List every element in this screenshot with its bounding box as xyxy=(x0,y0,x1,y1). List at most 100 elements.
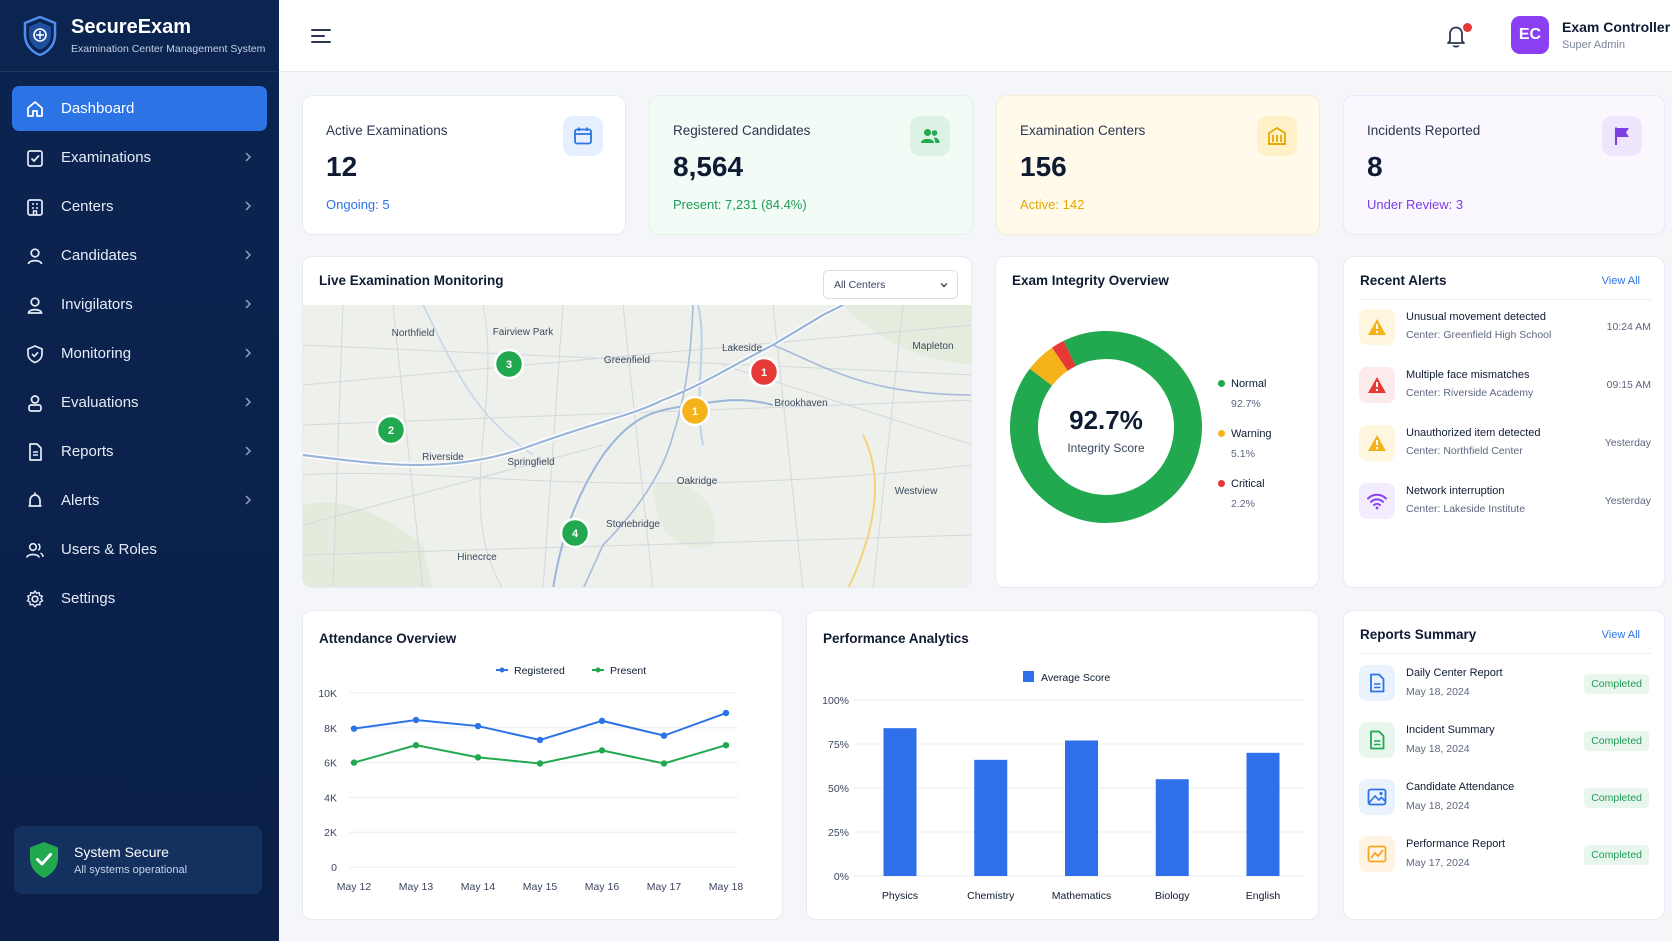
document-icon xyxy=(1359,665,1395,701)
sidebar-item-label: Settings xyxy=(61,590,116,607)
sidebar-item-alerts[interactable]: Alerts xyxy=(12,478,267,523)
map-label-stonebridge: Stonebridge xyxy=(606,519,660,530)
stat-sub: Present: 7,231 (84.4%) xyxy=(673,197,807,212)
sidebar-item-monitoring[interactable]: Monitoring xyxy=(12,331,267,376)
reports-view-all-link[interactable]: View All xyxy=(1601,629,1640,641)
card-title: Attendance Overview xyxy=(319,631,457,646)
chevron-right-icon xyxy=(245,348,252,358)
map-marker-2[interactable]: 2 xyxy=(375,414,407,446)
card-title: Recent Alerts xyxy=(1360,273,1447,288)
donut-segment-critical xyxy=(1052,340,1077,371)
y-tick-label: 0 xyxy=(331,862,337,874)
sidebar-item-examinations[interactable]: Examinations xyxy=(12,135,267,180)
sidebar-item-users-roles[interactable]: Users & Roles xyxy=(12,527,267,572)
alert-title: Multiple face mismatches xyxy=(1406,369,1530,381)
alert-item[interactable]: Unauthorized item detected Center: North… xyxy=(1359,421,1651,471)
image-icon xyxy=(1359,779,1395,815)
chevron-right-icon xyxy=(245,446,252,456)
alerts-view-all-link[interactable]: View All xyxy=(1601,275,1640,287)
brand[interactable]: SecureExam Examination Center Management… xyxy=(0,0,279,72)
shield-icon xyxy=(24,343,46,365)
data-point xyxy=(412,716,420,724)
sidebar-item-evaluations[interactable]: Evaluations xyxy=(12,380,267,425)
sidebar-item-label: Evaluations xyxy=(61,394,139,411)
notification-bell-icon[interactable] xyxy=(1444,23,1468,49)
x-tick-label: May 18 xyxy=(709,881,744,893)
stat-card-examination-centers[interactable]: Examination Centers 156 Active: 142 xyxy=(996,95,1320,235)
x-tick-label: May 16 xyxy=(585,881,620,893)
alert-item[interactable]: Unusual movement detected Center: Greenf… xyxy=(1359,305,1651,355)
avatar[interactable]: EC xyxy=(1511,16,1549,54)
alert-time: Yesterday xyxy=(1604,495,1651,507)
home-icon xyxy=(24,98,46,120)
sidebar-item-settings[interactable]: Settings xyxy=(12,576,267,621)
x-tick-label: May 17 xyxy=(647,881,682,893)
stat-value: 8,564 xyxy=(673,151,744,182)
stat-card-incidents-reported[interactable]: Incidents Reported 8 Under Review: 3 xyxy=(1343,95,1665,235)
divider xyxy=(1359,653,1651,654)
map-marker-warning-1[interactable]: 1 xyxy=(679,395,711,427)
bar-chemistry xyxy=(974,759,1008,876)
status-badge: Completed xyxy=(1584,788,1649,808)
bar-mathematics xyxy=(1065,740,1098,876)
center-filter-select[interactable]: All Centers xyxy=(823,270,958,299)
user-name[interactable]: Exam Controller xyxy=(1562,19,1671,35)
map-label-riverside: Riverside xyxy=(422,452,464,463)
alert-item[interactable]: Multiple face mismatches Center: Riversi… xyxy=(1359,363,1651,413)
report-item[interactable]: Daily Center Report May 18, 2024 Complet… xyxy=(1359,661,1649,709)
bar-biology xyxy=(1155,779,1189,876)
data-point xyxy=(350,759,358,766)
chevron-right-icon xyxy=(245,299,252,309)
document-icon xyxy=(24,441,46,463)
chart-icon xyxy=(1359,836,1395,872)
report-title: Candidate Attendance xyxy=(1406,781,1515,793)
x-tick-label: Chemistry xyxy=(967,890,1015,902)
data-point xyxy=(412,742,420,749)
divider xyxy=(1359,299,1651,300)
report-item[interactable]: Incident Summary May 18, 2024 Completed xyxy=(1359,718,1649,766)
bar-physics xyxy=(883,728,917,876)
wifi-icon xyxy=(1359,483,1395,519)
legend-value: 92.7% xyxy=(1231,398,1261,410)
sidebar-item-invigilators[interactable]: Invigilators xyxy=(12,282,267,327)
alert-title: Unusual movement detected xyxy=(1406,311,1547,323)
gear-icon xyxy=(24,588,46,610)
x-tick-label: Physics xyxy=(882,890,918,902)
legend-value: 5.1% xyxy=(1231,448,1255,460)
x-tick-label: May 14 xyxy=(461,881,496,893)
chevron-right-icon xyxy=(245,201,252,211)
map-marker-3[interactable]: 3 xyxy=(493,348,525,380)
sidebar-item-candidates[interactable]: Candidates xyxy=(12,233,267,278)
menu-toggle-icon[interactable] xyxy=(309,24,333,48)
map-view[interactable]: Northfield Fairview Park Greenfield Lake… xyxy=(303,305,972,588)
y-tick-label: 50% xyxy=(828,783,849,795)
users-icon xyxy=(24,539,46,561)
legend-value: 2.2% xyxy=(1231,498,1255,510)
integrity-score-value: 92.7% xyxy=(1069,405,1143,435)
warning-icon xyxy=(1359,367,1395,403)
flag-icon xyxy=(1602,116,1642,156)
report-item[interactable]: Performance Report May 17, 2024 Complete… xyxy=(1359,832,1649,880)
chevron-down-icon xyxy=(940,283,948,288)
notification-dot xyxy=(1463,23,1472,32)
alert-item[interactable]: Network interruption Center: Lakeside In… xyxy=(1359,479,1651,529)
data-point xyxy=(722,709,730,717)
stat-card-registered-candidates[interactable]: Registered Candidates 8,564 Present: 7,2… xyxy=(649,95,973,235)
legend-marker xyxy=(595,667,601,673)
sidebar-item-centers[interactable]: Centers xyxy=(12,184,267,229)
building-icon xyxy=(24,196,46,218)
legend-name: Warning xyxy=(1231,428,1272,440)
stat-card-active-examinations[interactable]: Active Examinations 12 Ongoing: 5 xyxy=(302,95,626,235)
chevron-right-icon xyxy=(245,250,252,260)
map-marker-critical-1[interactable]: 1 xyxy=(748,356,780,388)
alert-title: Network interruption xyxy=(1406,485,1505,497)
data-point xyxy=(722,742,730,749)
sidebar-item-label: Invigilators xyxy=(61,296,133,313)
sidebar-item-dashboard[interactable]: Dashboard xyxy=(12,86,267,131)
report-item[interactable]: Candidate Attendance May 18, 2024 Comple… xyxy=(1359,775,1649,823)
report-title: Incident Summary xyxy=(1406,724,1495,736)
sidebar-item-reports[interactable]: Reports xyxy=(12,429,267,474)
alert-time: Yesterday xyxy=(1604,437,1651,449)
map-marker-4[interactable]: 4 xyxy=(559,517,591,549)
checklist-icon xyxy=(24,147,46,169)
